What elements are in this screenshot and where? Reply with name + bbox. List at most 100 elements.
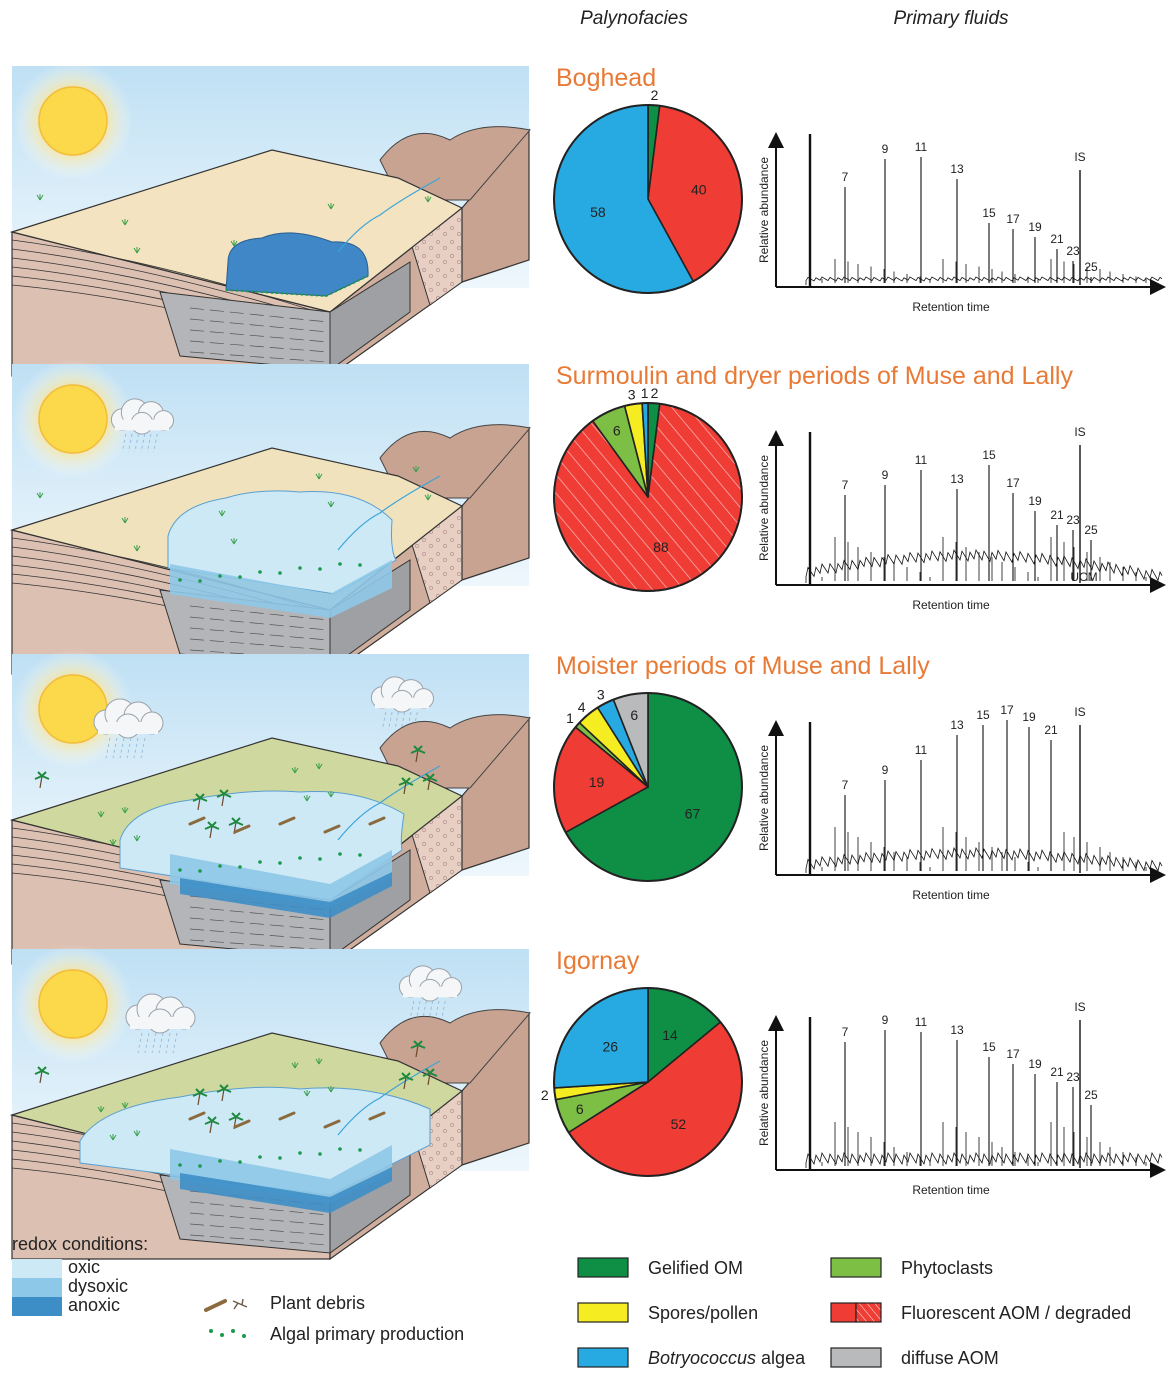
vegetation (36, 194, 432, 254)
peak-label: 13 (950, 162, 964, 176)
cloud-icon (110, 398, 175, 453)
legend-swatch-botryococcus (577, 1347, 629, 1368)
peak-label: 15 (976, 708, 990, 722)
legend-label-phytoclasts: Phytoclasts (901, 1258, 993, 1278)
peak-label: 19 (1028, 220, 1042, 234)
redox-title: redox conditions: (12, 1234, 148, 1254)
oxic-swatch (12, 1259, 62, 1278)
peak-label: 13 (950, 472, 964, 486)
legend-label-diffuse: diffuse AOM (901, 1348, 999, 1368)
algal-dots (178, 852, 362, 873)
peak-label: 25 (1084, 260, 1098, 274)
peak-label: 13 (950, 1023, 964, 1037)
pie-label: 4 (578, 699, 586, 715)
pie-slice-botryococcus (553, 987, 649, 1089)
cloud-icon (93, 698, 164, 759)
section-title: Surmoulin and dryer periods of Muse and … (556, 362, 1073, 390)
peak-label: 7 (842, 478, 849, 492)
y-axis-label: Relative abundance (757, 157, 771, 263)
pie-label: 67 (685, 805, 701, 821)
y-axis-arrow-icon (768, 1015, 784, 1031)
vegetation (34, 1040, 438, 1141)
internal-standard-label: IS (1074, 1000, 1085, 1014)
legend-swatch-gelified (577, 1257, 629, 1278)
x-axis-label: Retention time (912, 888, 990, 902)
section-title: Igornay (556, 947, 640, 975)
legend-swatch-phytoclasts (830, 1257, 882, 1278)
river (337, 765, 441, 841)
pie-label: 40 (691, 181, 707, 197)
pie-outline (553, 987, 743, 1177)
peak-label: 25 (1084, 523, 1098, 537)
legend-label-botryococcus: Botryococcus algea (648, 1348, 806, 1368)
peak-label: 9 (882, 142, 889, 156)
pie-label: 1 (641, 385, 649, 401)
peak-label: 11 (915, 743, 928, 757)
peak-label: 15 (982, 1040, 996, 1054)
algal-label: Algal primary production (270, 1324, 464, 1344)
dysoxic-swatch (12, 1278, 62, 1297)
lake (167, 490, 397, 595)
baseline-trace (805, 1151, 1163, 1168)
pie-label: 6 (613, 423, 621, 439)
pie-label: 88 (653, 539, 669, 555)
redox-oxic: oxic (68, 1257, 100, 1277)
internal-standard-label: IS (1074, 425, 1085, 439)
y-axis-label: Relative abundance (757, 1040, 771, 1146)
sun-icon (38, 969, 108, 1039)
pie-outline (553, 692, 743, 882)
peak-label: 9 (882, 763, 889, 777)
lake (225, 232, 369, 297)
hills (379, 1009, 531, 1084)
ucm-label: UCM (1070, 570, 1097, 584)
peak-label: 15 (982, 448, 996, 462)
pie-label: 52 (671, 1116, 687, 1132)
x-axis-arrow-icon (1150, 867, 1166, 883)
peak-label: 21 (1050, 232, 1064, 246)
pie-outline (553, 402, 743, 592)
primary-fluids-header: Primary fluids (893, 8, 1009, 29)
redox-anoxic: anoxic (68, 1295, 120, 1315)
plant-debris-icon (204, 1298, 248, 1312)
peak-label: 9 (882, 468, 889, 482)
legend-label-rest: algea (756, 1348, 806, 1368)
peak-label: 23 (1066, 513, 1080, 527)
peak-label: 13 (950, 718, 964, 732)
x-axis-label: Retention time (912, 598, 990, 612)
cloud-icon (398, 965, 463, 1020)
section-title: Boghead (556, 64, 656, 92)
peak-label: 21 (1050, 1065, 1064, 1079)
peak-label: 23 (1066, 1070, 1080, 1084)
algal-dots (178, 1147, 362, 1168)
sun-icon (38, 674, 108, 744)
peak-label: 19 (1028, 1057, 1042, 1071)
peak-label: 17 (1000, 703, 1014, 717)
legend-swatch-spores (577, 1302, 629, 1323)
pie-label: 6 (576, 1101, 584, 1117)
hills (379, 424, 531, 499)
sun-icon (38, 86, 108, 156)
internal-standard-label: IS (1074, 705, 1085, 719)
cloud-icon (370, 676, 435, 731)
pie-label: 19 (589, 774, 605, 790)
legend-label-fluorescent: Fluorescent AOM / degraded (901, 1303, 1131, 1323)
peak-label: 11 (915, 1015, 928, 1029)
cloud-icon (125, 993, 196, 1054)
vegetation (34, 745, 438, 846)
peak-label: 7 (842, 778, 849, 792)
sun-icon (38, 384, 108, 454)
plant-debris (188, 816, 386, 834)
pie-label: 2 (541, 1087, 549, 1103)
pie-label: 2 (651, 385, 659, 401)
pie-label: 1 (566, 710, 574, 726)
legend-label-italic: Botryococcus (648, 1348, 756, 1368)
river (337, 1060, 441, 1136)
internal-standard-label: IS (1074, 150, 1085, 164)
pie-label: 3 (597, 686, 605, 702)
peak-label: 19 (1028, 494, 1042, 508)
section-3: Moister periods of Muse and Lally6719143… (9, 649, 1166, 966)
section-4: Igornay 14 52 6 2 26 Relative abundance Retenti… (9, 944, 1166, 1261)
legend-label-spores: Spores/pollen (648, 1303, 758, 1323)
